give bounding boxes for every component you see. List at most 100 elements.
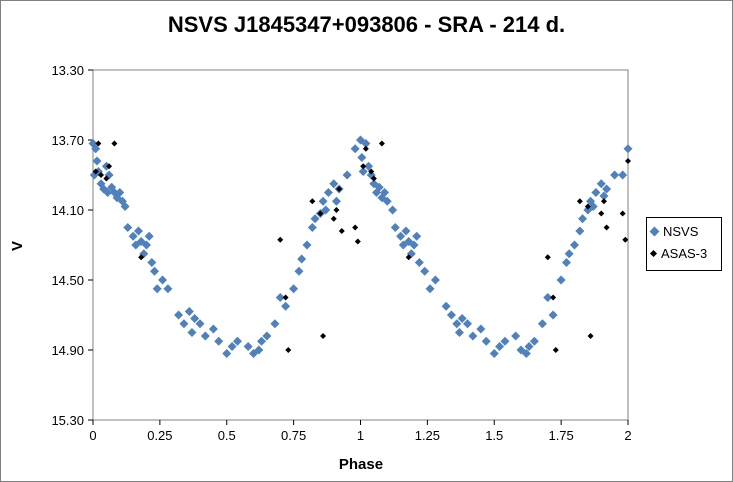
nsvs-data-point <box>289 284 299 294</box>
nsvs-data-point <box>457 314 467 323</box>
nsvs-data-point <box>307 223 317 232</box>
nsvs-data-point <box>511 331 521 341</box>
nsvs-data-point <box>144 231 154 241</box>
nsvs-data-point <box>489 349 499 358</box>
x-tick-label: 0 <box>89 428 96 443</box>
nsvs-data-point <box>302 240 312 250</box>
nsvs-data-point <box>275 293 285 302</box>
nsvs-data-point <box>401 226 411 236</box>
nsvs-data-point <box>524 342 534 351</box>
nsvs-data-point <box>123 223 133 232</box>
nsvs-data-point <box>412 231 422 241</box>
nsvs-data-point <box>147 258 157 267</box>
asas3-data-point <box>138 254 145 261</box>
nsvs-data-point <box>128 231 138 241</box>
nsvs-data-point <box>454 328 464 337</box>
nsvs-data-point <box>357 153 367 162</box>
x-axis-title: Phase <box>339 456 383 473</box>
asas3-data-point <box>362 145 369 152</box>
asas3-data-point <box>600 198 607 205</box>
asas3-data-point <box>330 215 337 222</box>
nsvs-data-point <box>158 275 168 285</box>
nsvs-data-point <box>382 196 392 206</box>
nsvs-data-point <box>254 345 264 355</box>
asas3-data-point <box>333 207 340 213</box>
nsvs-data-point <box>618 170 628 180</box>
x-tick-label: 0.75 <box>281 428 306 443</box>
nsvs-data-point <box>414 258 424 267</box>
nsvs-data-point <box>358 167 368 176</box>
asas3-data-point <box>285 347 292 353</box>
nsvs-data-point <box>187 328 197 337</box>
nsvs-data-point <box>441 301 451 311</box>
asas3-data-point <box>598 210 605 217</box>
y-tick-label: 14.90 <box>51 343 84 358</box>
nsvs-data-point <box>390 223 400 232</box>
nsvs-data-point <box>227 342 237 351</box>
asas3-data-point <box>106 163 113 170</box>
x-tick-label: 1.25 <box>415 428 440 443</box>
nsvs-data-point <box>529 336 539 346</box>
nsvs-data-point <box>294 266 304 276</box>
nsvs-data-point <box>91 144 101 154</box>
nsvs-data-point <box>200 331 210 341</box>
nsvs-data-point <box>430 275 440 285</box>
nsvs-data-point <box>570 240 579 250</box>
legend-marker-nsvs <box>649 226 660 237</box>
nsvs-data-point <box>281 301 291 311</box>
nsvs-data-point <box>342 170 352 180</box>
asas3-data-point <box>336 186 343 192</box>
nsvs-data-point <box>152 284 162 294</box>
nsvs-data-point <box>174 310 184 320</box>
nsvs-data-point <box>195 319 205 329</box>
asas3-data-point <box>98 172 105 178</box>
nsvs-data-point <box>115 188 125 197</box>
nsvs-data-point <box>150 266 160 276</box>
y-axis-title: V <box>9 241 26 251</box>
asas3-data-point <box>550 294 557 301</box>
asas3-data-point <box>405 254 412 261</box>
legend-item-asas3: ASAS-3 <box>649 246 708 264</box>
asas3-data-point <box>584 203 591 210</box>
nsvs-data-point <box>329 179 339 189</box>
nsvs-data-point <box>270 319 280 329</box>
asas3-data-point <box>587 333 594 339</box>
nsvs-data-point <box>495 342 505 351</box>
x-tick-label: 2 <box>624 428 631 443</box>
nsvs-data-point <box>222 349 232 358</box>
nsvs-data-point <box>184 307 194 316</box>
nsvs-data-point <box>396 231 406 241</box>
nsvs-data-point <box>476 324 486 334</box>
nsvs-data-point <box>350 144 360 154</box>
nsvs-data-point <box>179 319 189 329</box>
nsvs-data-point <box>232 336 242 346</box>
asas3-data-point <box>111 140 118 147</box>
asas3-data-point <box>622 236 629 243</box>
asas3-data-point <box>360 163 367 170</box>
nsvs-data-point <box>578 214 588 224</box>
nsvs-data-point <box>591 188 601 197</box>
nsvs-data-point <box>257 336 267 346</box>
nsvs-data-point <box>409 240 419 250</box>
nsvs-data-point <box>575 226 585 236</box>
nsvs-data-point <box>361 139 371 148</box>
asas3-data-point <box>320 333 327 339</box>
asas3-data-point <box>625 158 631 164</box>
nsvs-data-point <box>133 226 143 236</box>
asas3-data-point <box>103 175 110 182</box>
x-tick-label: 1 <box>357 428 364 443</box>
asas3-data-point <box>95 140 102 147</box>
legend-item-nsvs: NSVS <box>649 224 698 242</box>
asas3-data-point <box>370 175 377 182</box>
x-tick-label: 1.5 <box>485 428 503 443</box>
x-tick-label: 1.75 <box>548 428 573 443</box>
nsvs-data-point <box>556 275 566 285</box>
nsvs-data-point <box>564 249 574 259</box>
nsvs-data-point <box>548 310 558 320</box>
plot-area-border <box>92 69 629 421</box>
asas3-data-point <box>354 238 361 245</box>
nsvs-data-point <box>425 284 435 294</box>
nsvs-data-point <box>599 191 609 201</box>
nsvs-data-point <box>561 258 571 267</box>
legend-label-asas3: ASAS-3 <box>661 246 708 261</box>
